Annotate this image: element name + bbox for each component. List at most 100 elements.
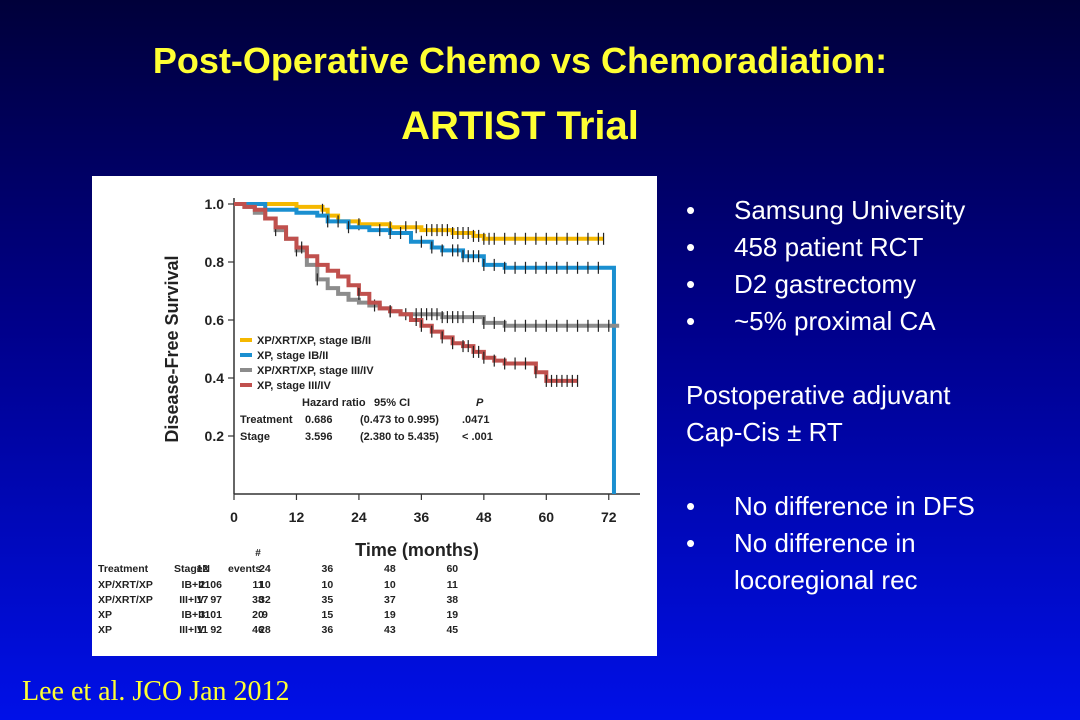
risk-table-cell: XP/XRT/XP: [98, 579, 153, 591]
risk-table-cell: IB+II: [182, 609, 205, 621]
risk-table-hash: #: [255, 548, 261, 559]
risk-table-cell: 92: [210, 624, 222, 636]
bullet-item: • No difference in DFS: [686, 488, 1066, 525]
bullet-item: • 458 patient RCT: [686, 229, 1066, 266]
slide-title-line2: ARTIST Trial: [401, 104, 639, 148]
bullet-dot: •: [686, 306, 696, 336]
risk-table-cell: 36: [322, 624, 334, 636]
risk-table-cell: XP/XRT/XP: [98, 594, 153, 606]
y-tick-label: 0.4: [205, 370, 225, 386]
x-tick-label: 36: [414, 509, 430, 525]
hazard-table-cell: < .001: [462, 431, 493, 443]
risk-table-cell: 43: [384, 624, 396, 636]
slide-title-line1: Post-Operative Chemo vs Chemoradiation:: [152, 40, 888, 81]
bullet-text: Samsung University: [734, 195, 966, 225]
y-tick-label: 1.0: [205, 196, 225, 212]
bullet-dot: •: [686, 195, 696, 225]
risk-table-cell: 11: [197, 624, 208, 636]
y-tick-label: 0.6: [205, 312, 225, 328]
risk-table-cell: 10: [322, 579, 334, 591]
paragraph-line: Postoperative adjuvant: [686, 380, 951, 410]
spacer: [686, 451, 1066, 488]
y-tick-label: 0.8: [205, 254, 225, 270]
risk-table-cell: 37: [384, 594, 396, 606]
legend-label: XP/XRT/XP, stage III/IV: [257, 365, 374, 377]
km-figure: 0.2 0.4 0.6 0.8 1.0 0 12 24 36 48 60 72 Disease-Free…: [92, 176, 657, 656]
hazard-table-cell: 3.596: [305, 431, 333, 443]
risk-table-header: Treatment: [98, 563, 149, 575]
spacer: [686, 340, 1066, 377]
y-tick-label: 0.2: [205, 428, 225, 444]
risk-table-cell: 11: [252, 579, 263, 591]
risk-table-cell: 38: [446, 594, 458, 606]
risk-table-cell: XP: [98, 609, 112, 621]
x-tick-label: 60: [539, 509, 555, 525]
legend-label: XP, stage III/IV: [257, 380, 331, 392]
risk-table-cell: 101: [204, 609, 222, 621]
hazard-table-cell: Stage: [240, 431, 270, 443]
bullet-item: • Samsung University: [686, 192, 1066, 229]
risk-table-header: 48: [384, 563, 396, 575]
hazard-table-header: Hazard ratio: [302, 397, 366, 409]
paragraph-line: Cap-Cis ± RT: [686, 417, 843, 447]
bullet-item: • D2 gastrectomy: [686, 266, 1066, 303]
risk-table-header: Stage: [174, 563, 203, 575]
hazard-table-cell: (2.380 to 5.435): [360, 431, 439, 443]
risk-table-cell: 28: [259, 624, 271, 636]
bullet-dot: •: [686, 491, 696, 521]
bullet-item: • ~5% proximal CA: [686, 303, 1066, 340]
hazard-table-cell: (0.473 to 0.995): [360, 414, 439, 426]
bullet-dot: •: [686, 232, 696, 262]
x-tick-label: 12: [289, 509, 305, 525]
hazard-table-header: 95% CI: [374, 397, 410, 409]
risk-table-cell: 11: [447, 579, 458, 591]
hazard-table-cell: 0.686: [305, 414, 333, 426]
risk-table-cell: 45: [446, 624, 458, 636]
risk-table-cell: 15: [322, 609, 334, 621]
risk-table-cell: 106: [204, 579, 222, 591]
risk-table-cell: 20: [252, 609, 264, 621]
risk-table-cell: 9: [262, 609, 268, 621]
km-chart: 0.2 0.4 0.6 0.8 1.0 0 12 24 36 48 60 72 Disease-Free…: [98, 196, 640, 636]
risk-table-cell: 17: [197, 594, 209, 606]
bullet-text: locoregional rec: [734, 565, 918, 595]
risk-table-cell: 19: [384, 609, 396, 621]
risk-table-cell: XP: [98, 624, 112, 636]
bullet-item: locoregional rec: [686, 562, 1066, 599]
risk-table-cell: 3: [200, 609, 206, 621]
x-tick-label: 0: [230, 509, 238, 525]
citation: Lee et al. JCO Jan 2012: [22, 676, 290, 707]
bullet-text: 458 patient RCT: [734, 232, 924, 262]
bullet-dot: •: [686, 528, 696, 558]
y-axis-title: Disease-Free Survival: [162, 255, 182, 442]
x-tick-label: 24: [351, 509, 367, 525]
legend-label: XP/XRT/XP, stage IB/II: [257, 335, 371, 347]
bullet-text: D2 gastrectomy: [734, 269, 917, 299]
x-tick-label: 48: [476, 509, 492, 525]
km-curve-series-2: [234, 202, 616, 494]
risk-table-cell: 38: [252, 594, 264, 606]
risk-table-header: N: [202, 563, 210, 575]
bullet-dot: •: [686, 269, 696, 299]
risk-table-cell: 19: [446, 609, 458, 621]
risk-table-header: 60: [446, 563, 458, 575]
bullet-item: • No difference in: [686, 525, 1066, 562]
x-axis-title: Time (months): [355, 540, 479, 560]
risk-table-header: 36: [322, 563, 334, 575]
bullet-text: No difference in: [734, 528, 916, 558]
risk-table-cell: III+IV: [179, 624, 204, 636]
risk-table-cell: 10: [259, 579, 271, 591]
risk-table-cell: 35: [322, 594, 334, 606]
x-tick-label: 72: [601, 509, 617, 525]
risk-table-cell: 46: [252, 624, 264, 636]
hazard-table-header: P: [476, 397, 484, 409]
risk-table-header: events: [228, 563, 261, 575]
bullet-text: ~5% proximal CA: [734, 306, 936, 336]
risk-table-cell: III+IV: [179, 594, 204, 606]
hazard-table-cell: .0471: [462, 414, 490, 426]
risk-table-cell: 32: [259, 594, 271, 606]
risk-table-cell: 97: [210, 594, 222, 606]
bullet-dot: [686, 562, 734, 599]
bullet-text: No difference in DFS: [734, 491, 975, 521]
bullet-panel: • Samsung University • 458 patient RCT • D2…: [686, 192, 1066, 599]
